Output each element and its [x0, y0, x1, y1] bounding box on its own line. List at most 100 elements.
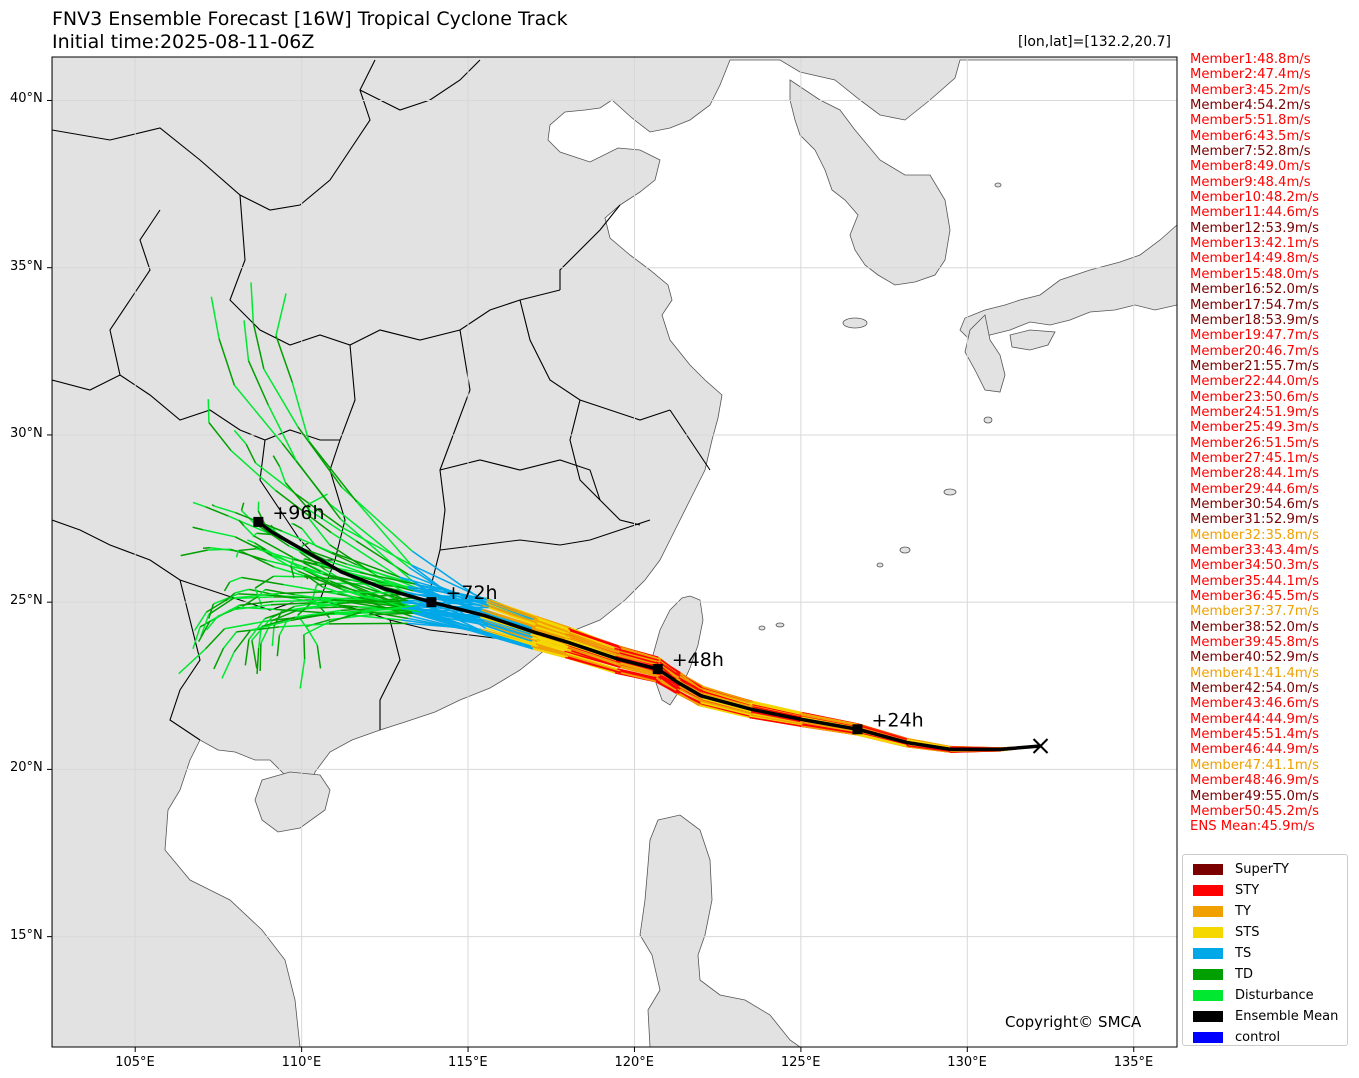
- forecast-time-marker: [253, 516, 264, 527]
- copyright: Copyright© SMCA: [1005, 1013, 1142, 1031]
- member-item: Member28:44.1m/s: [1190, 466, 1319, 482]
- member-track-segment: [340, 518, 412, 581]
- member-track-segment: [488, 606, 536, 626]
- member-track-segment: [702, 698, 752, 713]
- member-track-segment: [275, 335, 294, 383]
- member-track-segment: [266, 559, 324, 575]
- hainan: [254, 771, 331, 833]
- member-track-segment: [569, 636, 617, 656]
- member-track-segment: [295, 460, 342, 520]
- member-track-segment: [700, 701, 752, 716]
- legend: SuperTY STY TY STS TS TD Disturbance Ensemble M…: [1182, 854, 1348, 1046]
- member-item: Member50:45.2m/s: [1190, 803, 1319, 819]
- position-readout: [lon,lat]=[132.2,20.7]: [1017, 34, 1171, 50]
- member-track-segment: [531, 628, 566, 641]
- member-track-segment: [316, 645, 322, 669]
- lat-tick-label: 40°N: [10, 91, 43, 107]
- legend-item: TY: [1193, 901, 1347, 922]
- member-track-segment: [698, 704, 750, 719]
- member-track-segment: [256, 647, 260, 675]
- member-track-segment: [300, 547, 348, 565]
- member-item: Member9:48.4m/s: [1190, 174, 1311, 190]
- lon-tick-label: 120°E: [614, 1055, 654, 1070]
- member-item: Member1:48.8m/s: [1190, 52, 1311, 67]
- member-item: Member21:55.7m/s: [1190, 358, 1319, 374]
- member-track-segment: [752, 703, 801, 717]
- member-track-segment: [750, 710, 801, 723]
- member-track-segment: [239, 600, 274, 607]
- member-track-segment: [276, 635, 281, 657]
- member-track-segment: [208, 603, 215, 619]
- ensemble-mean-track: [257, 520, 1041, 752]
- member-track-segment: [400, 592, 486, 603]
- member-track-segment: [421, 602, 481, 631]
- member-item: Member48:46.9m/s: [1190, 773, 1319, 789]
- member-track-segment: [530, 645, 568, 656]
- member-item: Member8:49.0m/s: [1190, 159, 1311, 175]
- member-track-segment: [752, 701, 801, 714]
- member-item: Member43:46.6m/s: [1190, 696, 1319, 712]
- member-item: Member20:46.7m/s: [1190, 343, 1319, 359]
- legend-label: TY: [1235, 904, 1251, 919]
- member-track-segment: [178, 648, 207, 675]
- japan-honshu: [959, 224, 1177, 341]
- lon-tick-label: 125°E: [780, 1055, 821, 1070]
- member-track-segment: [675, 689, 701, 704]
- legend-label: STS: [1235, 925, 1260, 940]
- member-track-segment: [248, 588, 286, 598]
- member-track-segment: [411, 610, 484, 634]
- member-item: Member12:53.9m/s: [1190, 220, 1319, 236]
- member-item: Member11:44.6m/s: [1190, 205, 1319, 221]
- member-item: Member29:44.6m/s: [1190, 481, 1319, 497]
- member-track-segment: [303, 634, 306, 660]
- member-track-segment: [411, 550, 488, 604]
- lon-tick-label: 130°E: [947, 1055, 987, 1070]
- member-track-segment: [259, 643, 262, 671]
- member-track-segment: [240, 509, 255, 524]
- member-track-segment: [567, 646, 618, 664]
- legend-item: TD: [1193, 964, 1347, 985]
- member-track-segment: [241, 576, 284, 586]
- member-track-segment: [303, 562, 322, 573]
- member-item: Member33:43.4m/s: [1190, 543, 1319, 558]
- member-track-segment: [699, 687, 750, 704]
- member-track-segment: [200, 614, 210, 637]
- forecast-time-label: +96h: [272, 502, 324, 524]
- member-item: Member37:37.7m/s: [1190, 604, 1319, 620]
- member-track-segment: [221, 651, 235, 679]
- member-track-segment: [238, 519, 245, 527]
- member-item: Member41:41.4m/s: [1190, 665, 1319, 681]
- legend-label: SuperTY: [1235, 862, 1289, 877]
- member-track-segment: [299, 658, 306, 689]
- member-track-segment: [207, 548, 231, 551]
- member-track-segment: [293, 558, 318, 566]
- member-item: Member36:45.5m/s: [1190, 589, 1319, 605]
- member-track-segment: [565, 656, 622, 674]
- member-item: Member44:44.9m/s: [1190, 711, 1319, 727]
- lat-tick-label: 30°N: [10, 425, 43, 441]
- member-track-segment: [281, 530, 333, 554]
- member-track-segment: [535, 643, 567, 654]
- member-track-segment: [291, 382, 310, 442]
- korea: [789, 79, 951, 286]
- member-track-segment: [329, 603, 358, 608]
- member-track-segment: [655, 677, 677, 691]
- member-track-segment: [568, 628, 620, 648]
- member-track-segment: [192, 626, 201, 650]
- member-track-segment: [328, 503, 409, 568]
- member-track-segment: [750, 714, 803, 725]
- member-track-segment: [284, 482, 311, 511]
- member-track-segment: [329, 580, 367, 597]
- member-item: Member5:51.8m/s: [1190, 113, 1311, 129]
- member-track-segment: [210, 296, 220, 339]
- member-track-segment: [564, 642, 617, 661]
- member-track-segment: [252, 323, 265, 370]
- member-item: Member2:47.4m/s: [1190, 67, 1311, 83]
- legend-swatch: [1193, 927, 1223, 938]
- member-track-segment: [213, 593, 239, 605]
- member-item: Member38:52.0m/s: [1190, 619, 1319, 635]
- member-track-segment: [222, 631, 238, 649]
- member-track-segment: [331, 551, 400, 578]
- member-track-segment: [700, 686, 754, 703]
- member-track-segment: [482, 611, 533, 630]
